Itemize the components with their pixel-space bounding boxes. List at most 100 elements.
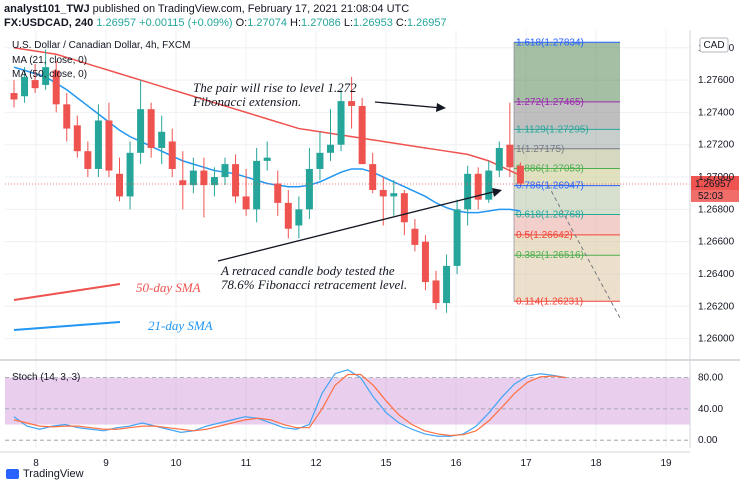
fib-zone: [514, 185, 620, 215]
pane-title: U.S. Dollar / Canadian Dollar, 4h, FXCM: [12, 40, 190, 51]
annotation-bottom-line2: 78.6% Fibonacci retracement level.: [221, 277, 407, 292]
candle-body: [464, 173, 472, 210]
candle-body: [453, 209, 461, 266]
symbol-label: FX:USDCAD, 240: [4, 17, 94, 29]
fib-trend-dashed: [547, 184, 621, 319]
candle-body: [232, 164, 240, 197]
sma50-line: [13, 47, 521, 177]
currency-box: [699, 37, 729, 53]
fib-level-label: 1.1129(1.27295): [516, 124, 589, 135]
candle-body: [105, 120, 113, 171]
candle-body: [116, 173, 123, 197]
candle-body: [411, 228, 419, 245]
candle-body: [242, 196, 250, 210]
candle-body: [390, 193, 398, 197]
y-tick-label: 1.26200: [698, 301, 735, 312]
fibonacci-tool[interactable]: 1.618(1.27834) 1.272(1.27465) 1.1129(1.272…: [513, 37, 621, 319]
axes: 1.26000 1.26200 1.26400 1.26600 1.26800 1.270…: [0, 30, 740, 469]
ohlc-low: 1.26953: [353, 17, 393, 29]
countdown: 52:03: [698, 191, 723, 202]
candle-body: [10, 93, 18, 100]
y-tick-label: 1.27200: [698, 140, 735, 151]
y-tick-label: 1.26600: [698, 237, 735, 248]
candle-body: [316, 152, 324, 169]
ma50-legend: MA (50, close, 0): [12, 69, 87, 80]
candle-body: [179, 180, 187, 186]
fib-zone: [514, 42, 620, 102]
author-name[interactable]: analyst101_TWJ: [4, 3, 90, 15]
fib-level-label: 0.886(1.27053): [516, 163, 584, 174]
stoch-k-line: [13, 369, 567, 437]
sma21-legend-label: 21-day SMA: [148, 318, 213, 333]
candle-body: [221, 164, 229, 178]
fib-zone: [514, 129, 620, 149]
stoch-tick-label: 40.00: [698, 404, 723, 415]
sma50-legend-label: 50-day SMA: [136, 280, 201, 295]
candle-body: [516, 165, 524, 184]
arrow-top-shaft: [374, 101, 443, 109]
candle-body: [327, 144, 334, 153]
arrow-bottom-shaft: [217, 190, 498, 262]
candle-body: [84, 151, 92, 169]
currency-label: CAD: [703, 40, 724, 51]
candle-body: [274, 183, 282, 203]
candle-body: [94, 120, 102, 169]
y-tick-label: 1.27000: [698, 172, 735, 183]
tradingview-brand[interactable]: TradingView: [6, 468, 84, 480]
candle-body: [369, 164, 377, 190]
candle-body: [31, 80, 39, 89]
x-tick-label: 19: [660, 458, 672, 469]
candle-body: [189, 170, 197, 186]
candle-body: [295, 209, 303, 226]
publish-line: analyst101_TWJ published on TradingView.…: [4, 3, 409, 15]
ohlc-close: 1.26957: [406, 17, 447, 29]
ohlc-close-key: C:: [395, 17, 407, 29]
annotation-top-line1: The pair will rise to level 1.272: [193, 80, 357, 95]
stochastic-pane: 0.00 40.00 80.00 Stoch (14, 3, 3): [5, 369, 723, 446]
stoch-tick-label: 80.00: [698, 373, 723, 384]
publish-info: published on TradingView.com, February 1…: [92, 3, 410, 15]
y-tick-label: 1.26800: [698, 204, 735, 215]
ohlc-open-key: O:: [235, 17, 248, 29]
candle-body: [200, 170, 208, 186]
candle-body: [379, 189, 387, 197]
y-tick-label: 1.26000: [698, 334, 735, 345]
fib-level-label: 1.618(1.27834): [516, 37, 584, 48]
ohlc-low-key: L:: [343, 17, 354, 29]
price-change: +0.00115 (+0.09%): [139, 17, 233, 29]
y-tick-label: 1.27400: [698, 107, 735, 118]
ohlc-high-key: H:: [290, 17, 302, 29]
arrow-bottom-head: [492, 188, 502, 197]
candle-body: [168, 141, 176, 169]
candle-body: [126, 152, 134, 197]
fib-zone: [514, 148, 620, 169]
fib-level-label: 0.618(1.26768): [516, 210, 584, 221]
candle-body: [63, 104, 71, 129]
last-price: 1.26957: [96, 17, 137, 29]
candle-body: [210, 177, 218, 186]
candle-body: [432, 280, 440, 304]
candle-body: [73, 125, 81, 152]
tradingview-logo-icon: [6, 469, 19, 480]
fib-level-label: 1(1.27175): [516, 144, 564, 155]
candle-body: [400, 193, 408, 223]
ohlc-open: 1.27074: [247, 17, 287, 29]
annotation-top-line2: Fibonacci extension.: [192, 94, 301, 109]
x-tick-label: 15: [380, 458, 392, 469]
candle-body: [284, 202, 292, 229]
countdown-box: [691, 189, 739, 202]
tradingview-label: TradingView: [23, 468, 84, 480]
price-tag: 1.26957: [695, 179, 732, 190]
fib-zone: [514, 101, 620, 130]
fib-zone: [514, 234, 620, 256]
price-tag-box: [691, 175, 739, 190]
x-tick-label: 8: [33, 458, 39, 469]
x-tick-label: 11: [241, 458, 252, 469]
x-tick-label: 16: [450, 458, 462, 469]
candle-body: [42, 67, 50, 85]
symbol-line: FX:USDCAD, 240 1.26957 +0.00115 (+0.09%)…: [4, 17, 447, 29]
x-tick-label: 18: [590, 458, 602, 469]
candle-body: [474, 173, 482, 200]
